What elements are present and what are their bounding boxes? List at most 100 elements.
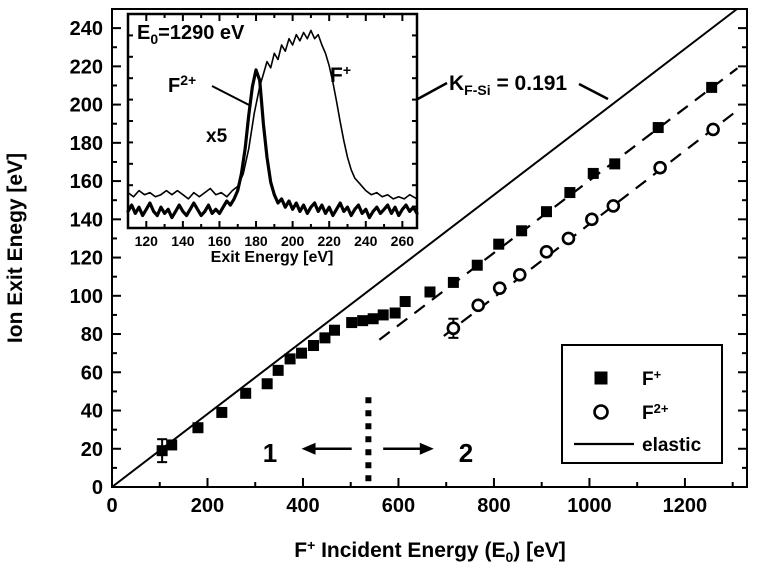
fplus-point xyxy=(367,313,379,325)
y-tick-label: 140 xyxy=(70,209,103,231)
inset: 120 140 160 180 200 220 240 260 E0=1290 eV F2+ F+ xyxy=(126,12,419,249)
f2plus-point xyxy=(653,160,667,175)
x-tick-label: 0 xyxy=(106,495,117,517)
fplus-series xyxy=(156,81,718,457)
inset-x-tick-label: 180 xyxy=(244,233,268,249)
fplus-point xyxy=(346,317,358,329)
legend-label: F+ xyxy=(642,367,662,390)
generated-chart-layers: 0 200 400 600 800 1000 12000204060801001201401… xyxy=(70,8,748,565)
svg-text:F+ Incident Energy (E0) [eV]: F+ Incident Energy (E0) [eV] xyxy=(294,537,566,565)
inset-f2plus-label: F2+ xyxy=(168,72,196,97)
inset-frame xyxy=(126,12,419,230)
fplus-point xyxy=(357,315,369,327)
inset-x-tick-label: 240 xyxy=(354,233,378,249)
y-axis-title: Ion Exit Enegy [eV] xyxy=(4,153,27,343)
fplus-point xyxy=(156,445,168,457)
inset-x-tick-label: 260 xyxy=(391,233,415,249)
inset-fplus-label: F+ xyxy=(330,62,351,87)
inset-x-tick-label: 200 xyxy=(281,233,305,249)
fplus-point xyxy=(587,167,599,179)
f2plus-point xyxy=(706,122,720,137)
inset-x-tick-label: 220 xyxy=(318,233,342,249)
y-tick-label: 200 xyxy=(70,95,103,117)
x-tick-label: 1200 xyxy=(663,495,708,517)
inset-scale-label: x5 xyxy=(206,126,228,147)
fplus-point xyxy=(261,378,273,390)
f2plus-point xyxy=(539,245,554,259)
x-tick-label: 1000 xyxy=(567,495,612,517)
f2plus-point xyxy=(561,231,576,246)
fplus-point xyxy=(399,296,411,308)
fplus-point xyxy=(240,387,252,399)
region-annotation xyxy=(301,397,434,482)
y-tick-label: 40 xyxy=(81,401,103,423)
y-tick-label: 60 xyxy=(81,362,103,384)
legend-label: F2+ xyxy=(642,401,669,424)
error-bars xyxy=(157,317,459,464)
x-tick-label: 600 xyxy=(382,495,415,517)
fplus-point xyxy=(447,276,459,288)
f2plus-point xyxy=(492,281,507,295)
x-axis-title: F+ Incident Energy (E0) [eV] xyxy=(294,537,566,565)
inset-x-tick-label: 160 xyxy=(208,233,232,249)
inset-x-tick-label: 140 xyxy=(171,233,195,249)
y-tick-label: 0 xyxy=(92,477,103,499)
main-plot-frame xyxy=(111,8,748,488)
region-1-label: 1 xyxy=(263,438,277,468)
y-tick-label: 120 xyxy=(70,248,103,270)
inset-x-tick-label: 120 xyxy=(135,233,159,249)
fplus-point xyxy=(307,340,319,352)
inset-x-axis-title: Exit Energy [eV] xyxy=(211,249,334,266)
f2plus-point xyxy=(471,298,485,313)
y-tick-label: 20 xyxy=(81,439,103,461)
svg-text:KF-Si = 0.191: KF-Si = 0.191 xyxy=(449,72,567,98)
fplus-point xyxy=(216,406,228,418)
fplus-point xyxy=(540,206,552,218)
legend: F+ F2+ elastic xyxy=(561,344,723,464)
y-tick-label: 220 xyxy=(70,56,103,78)
fplus-point xyxy=(516,225,528,237)
y-tick-label: 180 xyxy=(70,133,103,155)
fplus-point xyxy=(652,122,664,134)
y-tick-label: 160 xyxy=(70,171,103,193)
legend-square-marker xyxy=(594,371,608,385)
fplus-point xyxy=(564,187,576,199)
fplus-fit-line xyxy=(378,67,739,341)
region-2-label: 2 xyxy=(459,438,473,468)
f2plus-point xyxy=(446,321,461,336)
y-tick-label: 240 xyxy=(70,18,103,40)
fplus-point xyxy=(272,364,284,376)
f2plus-point xyxy=(606,199,621,213)
x-tick-label: 800 xyxy=(477,495,510,517)
x-tick-label: 400 xyxy=(286,495,319,517)
fplus-point xyxy=(319,332,331,344)
elastic-line xyxy=(111,8,738,488)
y-tick-label: 80 xyxy=(81,324,103,346)
y-tick-label: 100 xyxy=(70,286,103,308)
fplus-point xyxy=(166,439,178,451)
f2plus-point xyxy=(585,212,599,227)
f2plus-point xyxy=(512,267,527,282)
inset-e0-label: E0=1290 eV xyxy=(137,22,245,47)
fplus-point xyxy=(389,307,401,319)
fplus-point xyxy=(377,309,389,321)
fplus-point xyxy=(706,81,718,93)
inset-fplus-spectrum xyxy=(127,29,418,200)
fplus-point xyxy=(328,324,340,336)
fplus-point xyxy=(284,353,296,365)
fplus-point xyxy=(609,158,621,170)
x-tick-label: 200 xyxy=(191,495,224,517)
legend-circle-marker xyxy=(593,404,609,420)
legend-label: elastic xyxy=(642,435,702,456)
fplus-point xyxy=(296,347,308,359)
fplus-point xyxy=(192,422,204,434)
main-y-axis: 0 20 40 60 80 100 120 140 160 180 200 220 240 xyxy=(70,8,747,499)
main-x-axis: 0 200 400 600 800 1000 1200 xyxy=(106,478,734,517)
fplus-point xyxy=(471,259,483,271)
inset-f2plus-spectrum xyxy=(126,68,419,220)
fplus-point xyxy=(493,238,505,250)
fplus-point xyxy=(424,286,436,298)
f2plus-series xyxy=(446,122,720,336)
